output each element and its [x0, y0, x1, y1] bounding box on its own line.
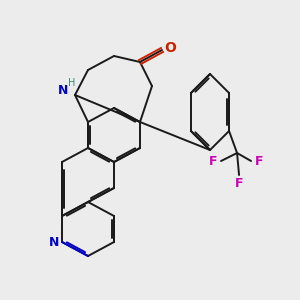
Text: O: O — [164, 41, 176, 55]
Text: F: F — [209, 154, 217, 167]
Text: H: H — [68, 78, 76, 88]
Text: N: N — [58, 85, 68, 98]
Text: F: F — [235, 176, 243, 190]
Text: N: N — [49, 236, 59, 248]
Text: F: F — [255, 154, 263, 167]
